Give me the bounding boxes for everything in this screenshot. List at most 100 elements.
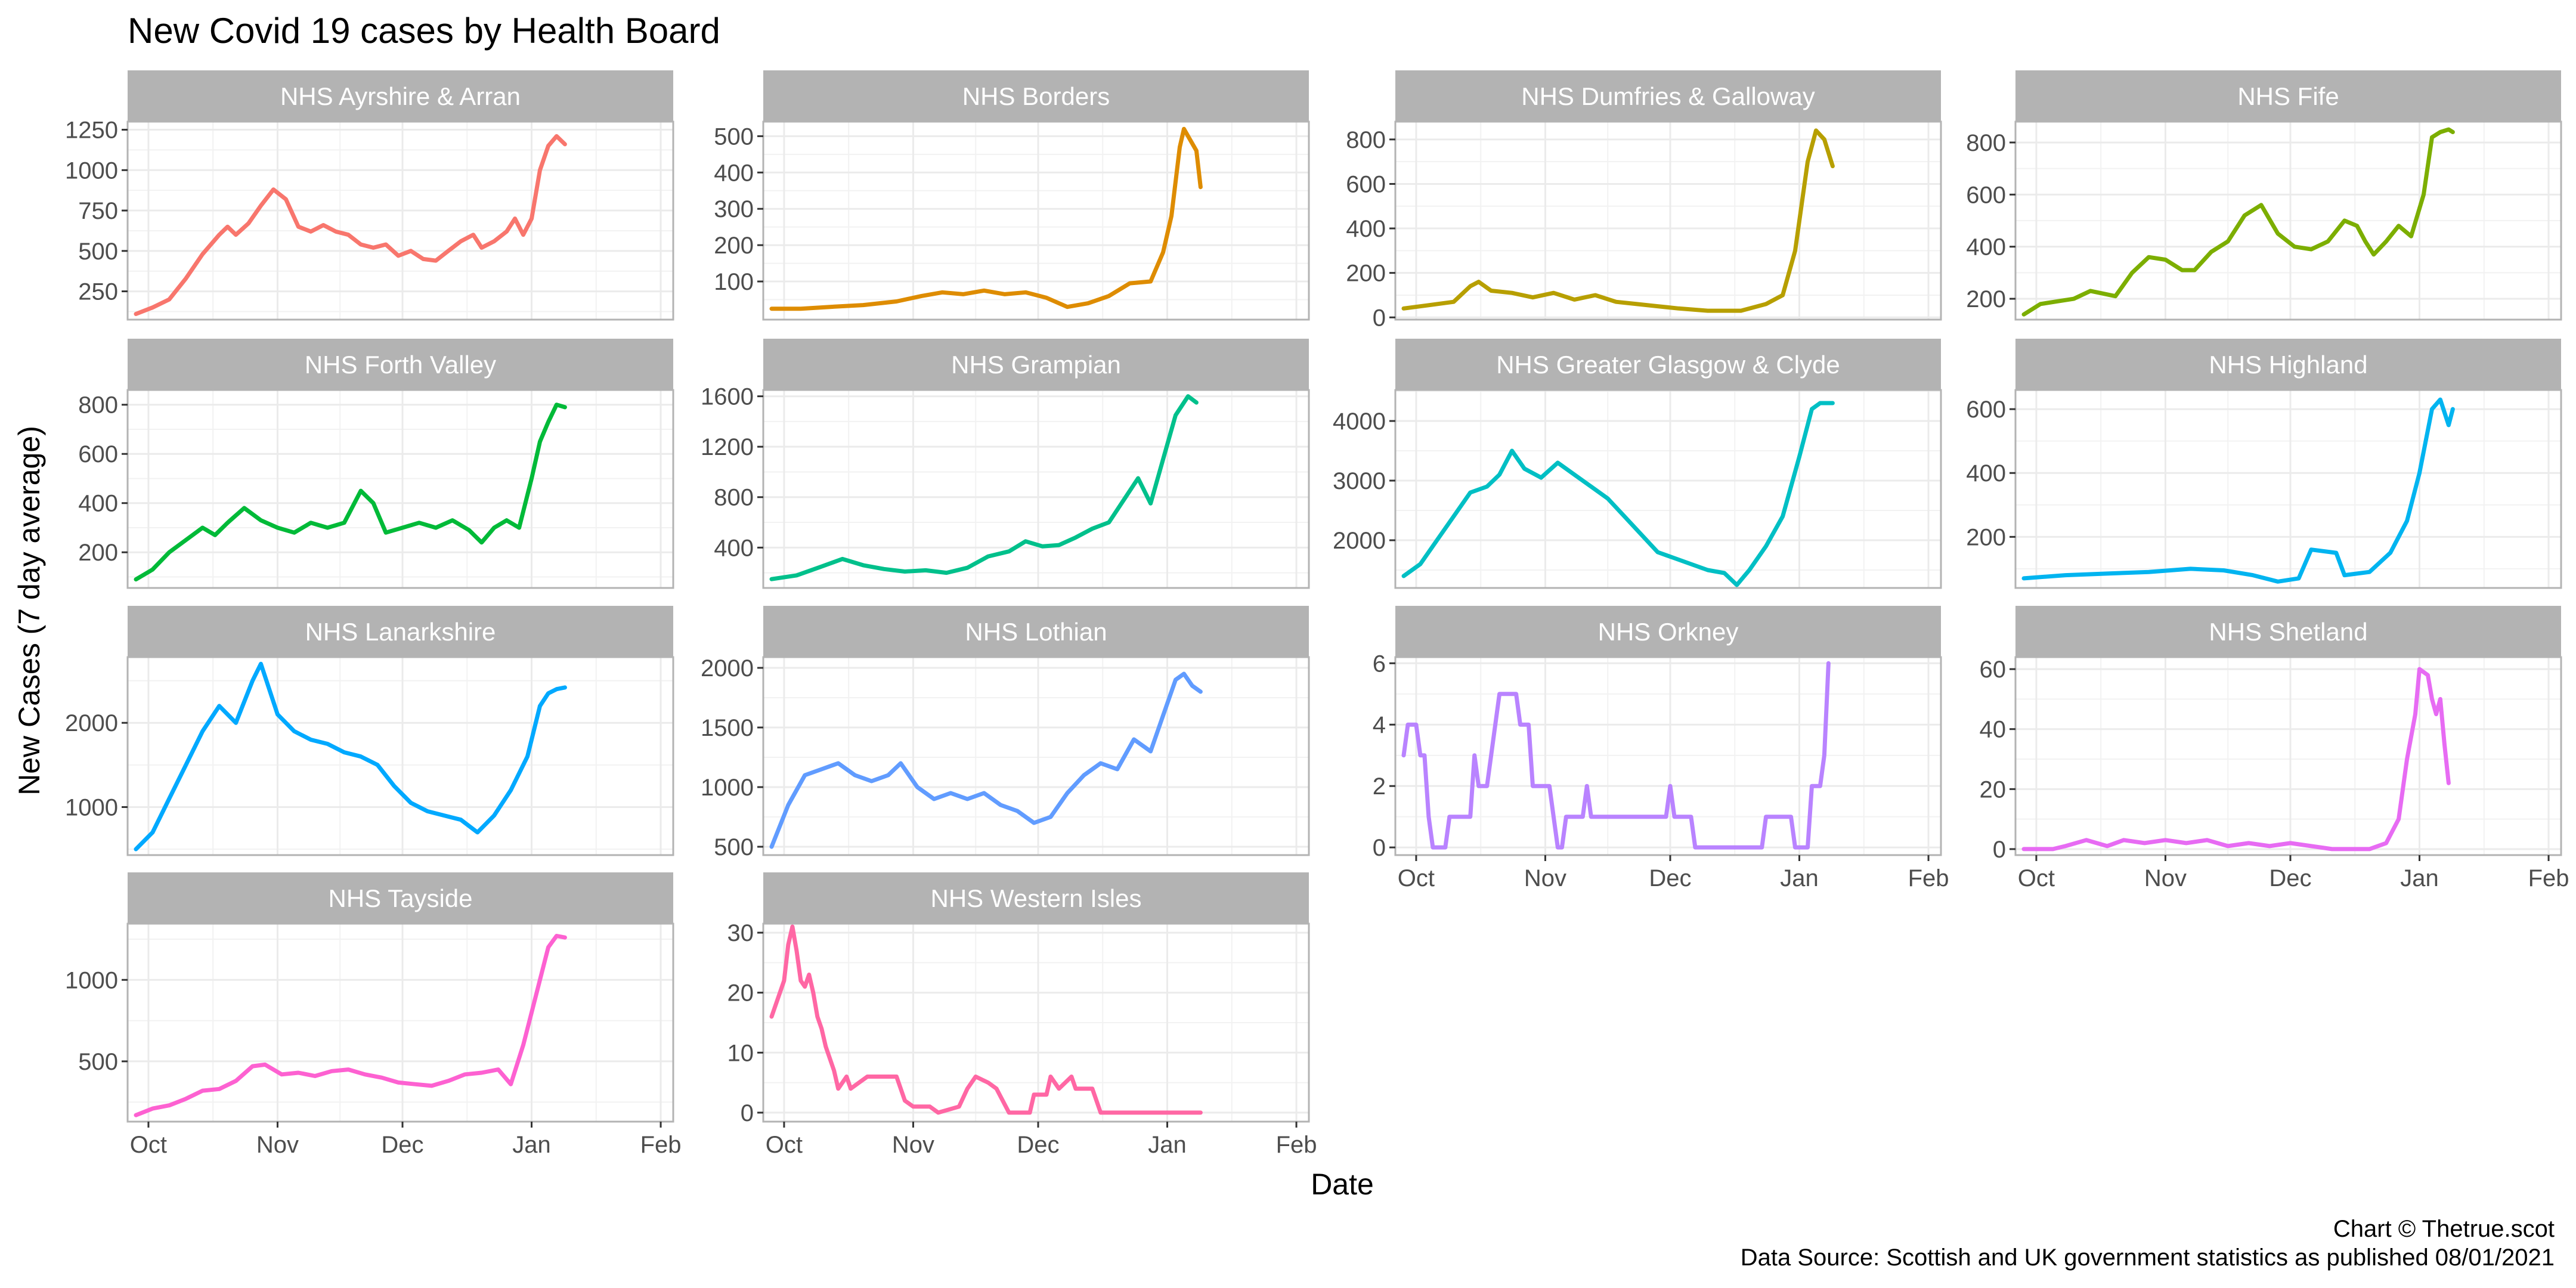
y-tick-label: 300 <box>714 196 754 222</box>
facet-panels: NHS Ayrshire & Arran25050075010001250NHS… <box>65 70 2569 1158</box>
x-tick-label: Dec <box>1649 865 1691 891</box>
panel-border <box>762 389 1310 589</box>
facet-strip <box>1395 606 1941 657</box>
y-tick-label: 30 <box>727 920 754 946</box>
y-tick-label: 600 <box>78 441 118 467</box>
x-tick-label: Nov <box>2144 865 2187 891</box>
facet-panel-nhs-dumfries-and-galloway: NHS Dumfries & Galloway 0 200 400 600 800 <box>1346 70 1942 331</box>
y-tick-label: 600 <box>1966 397 2006 423</box>
series-line-nhs-shetland <box>2021 667 2451 852</box>
panel-border <box>762 656 1310 856</box>
facet-panel-nhs-ayrshire-and-arran: NHS Ayrshire & Arran 250 500 750 1000 1250 <box>65 70 674 321</box>
x-tick-label: Feb <box>1276 1132 1317 1158</box>
y-tick-label: 1500 <box>701 715 754 741</box>
panel-border <box>126 656 674 856</box>
facet-panel-nhs-orkney: NHS Orkney 0 2 4 6 Oct Nov Dec Jan Feb <box>1373 606 1949 891</box>
facet-strip <box>128 70 673 122</box>
y-tick-label: 800 <box>1346 127 1386 153</box>
y-tick-label: 0 <box>1993 837 2006 863</box>
facet-strip <box>763 70 1309 122</box>
y-tick-label: 0 <box>1373 835 1386 861</box>
y-tick-label: 600 <box>1966 182 2006 208</box>
series-line-nhs-fife <box>2021 127 2455 317</box>
y-tick-label: 10 <box>727 1040 754 1066</box>
facet-panel-nhs-fife: NHS Fife 200 400 600 800 <box>1966 70 2562 321</box>
y-tick-label: 100 <box>714 269 754 295</box>
x-tick-label: Dec <box>381 1132 423 1158</box>
y-tick-label: 1000 <box>65 794 118 821</box>
series-line-nhs-lanarkshire <box>134 661 567 852</box>
y-tick-label: 60 <box>1980 657 2007 683</box>
y-tick-label: 800 <box>78 392 118 419</box>
facet-title: NHS Grampian <box>951 351 1121 379</box>
y-tick-label: 4000 <box>1333 408 1386 435</box>
y-tick-label: 1600 <box>701 384 754 410</box>
series-line-nhs-borders <box>769 126 1203 311</box>
panel-border <box>1394 389 1942 589</box>
facet-strip <box>1395 70 1941 122</box>
y-tick-label: 2000 <box>1333 528 1386 554</box>
panel-border <box>1394 656 1942 856</box>
y-tick-label: 400 <box>1966 234 2006 261</box>
y-tick-label: 1250 <box>65 117 118 144</box>
y-tick-label: 1200 <box>701 434 754 460</box>
facet-title: NHS Ayrshire & Arran <box>280 82 521 110</box>
facet-panel-nhs-western-isles: NHS Western Isles 0 10 20 30 Oct Nov Dec Jan Feb <box>727 872 1317 1158</box>
y-tick-label: 800 <box>1966 130 2006 156</box>
y-tick-label: 200 <box>714 233 754 259</box>
y-tick-label: 800 <box>714 485 754 511</box>
facet-title: NHS Dumfries & Galloway <box>1521 82 1815 110</box>
facet-panel-nhs-lothian: NHS Lothian 500 1000 1500 2000 <box>701 606 1310 860</box>
y-tick-label: 400 <box>714 535 754 561</box>
y-tick-label: 20 <box>727 980 754 1007</box>
facet-strip <box>763 339 1309 390</box>
facet-strip <box>2015 339 2561 390</box>
x-tick-label: Dec <box>2269 865 2311 891</box>
x-axis-label: Date <box>1311 1168 1374 1201</box>
y-tick-label: 3000 <box>1333 468 1386 494</box>
facet-panel-nhs-tayside: NHS Tayside 500 1000 Oct Nov Dec Jan Feb <box>65 872 682 1158</box>
facet-strip <box>128 339 673 390</box>
y-tick-label: 40 <box>1980 717 2007 743</box>
x-tick-label: Feb <box>1908 865 1949 891</box>
panel-border <box>762 120 1310 321</box>
x-tick-label: Dec <box>1017 1132 1059 1158</box>
y-tick-label: 400 <box>78 491 118 517</box>
x-tick-label: Feb <box>640 1132 682 1158</box>
facet-panel-nhs-greater-glasgow-and-clyde: NHS Greater Glasgow & Clyde 2000 3000 4000 <box>1333 339 1942 589</box>
caption-source: Data Source: Scottish and UK government … <box>1741 1244 2555 1271</box>
facet-title: NHS Greater Glasgow & Clyde <box>1496 351 1840 379</box>
y-tick-label: 750 <box>78 198 118 224</box>
panel-border <box>2014 656 2562 856</box>
series-line-nhs-grampian <box>769 394 1199 581</box>
series-line-nhs-forth-valley <box>134 402 567 582</box>
x-tick-label: Jan <box>1780 865 1819 891</box>
x-tick-label: Oct <box>1398 865 1435 891</box>
y-tick-label: 1000 <box>65 157 118 184</box>
series-line-nhs-highland <box>2021 397 2455 584</box>
y-tick-label: 200 <box>1966 524 2006 550</box>
facet-title: NHS Orkney <box>1598 618 1739 646</box>
panel-border <box>1394 120 1942 321</box>
facet-panel-nhs-forth-valley: NHS Forth Valley 200 400 600 800 <box>78 339 674 589</box>
facet-panel-nhs-shetland: NHS Shetland 0 20 40 60 Oct Nov Dec Jan Feb <box>1980 606 2569 891</box>
facet-title: NHS Shetland <box>2209 618 2367 646</box>
y-tick-label: 2000 <box>65 710 118 736</box>
y-tick-label: 4 <box>1373 712 1386 738</box>
panel-border <box>2014 120 2562 321</box>
x-tick-label: Nov <box>1524 865 1566 891</box>
x-tick-label: Oct <box>2018 865 2055 891</box>
y-tick-label: 500 <box>714 834 754 860</box>
panel-border <box>126 389 674 589</box>
x-tick-label: Jan <box>512 1132 551 1158</box>
panel-border <box>126 120 674 321</box>
caption-credit: Chart © Thetrue.scot <box>2333 1216 2555 1242</box>
facet-strip <box>2015 606 2561 657</box>
x-tick-label: Nov <box>892 1132 934 1158</box>
x-tick-label: Feb <box>2528 865 2569 891</box>
panel-border <box>2014 389 2562 589</box>
facet-title: NHS Forth Valley <box>305 351 496 379</box>
series-line-nhs-orkney <box>1401 661 1831 850</box>
facet-title: NHS Tayside <box>329 884 473 912</box>
y-tick-label: 250 <box>78 279 118 305</box>
